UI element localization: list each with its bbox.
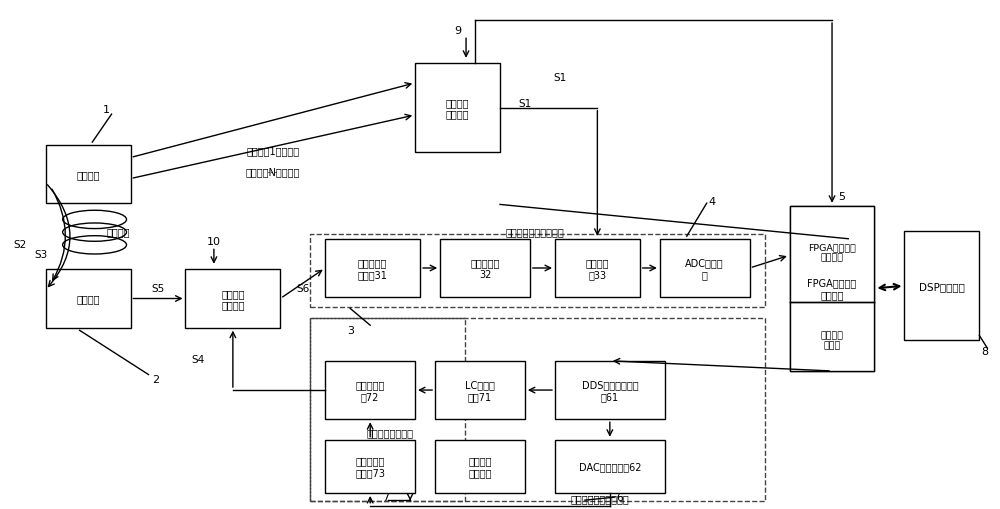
Text: S4: S4 (191, 354, 205, 364)
Text: 数据及地
址总线: 数据及地 址总线 (821, 330, 844, 350)
Bar (310, 234, 765, 308)
Bar (325, 361, 415, 419)
Text: S2: S2 (14, 239, 27, 249)
Text: FPGA可编程门
阵列模块: FPGA可编程门 阵列模块 (807, 278, 857, 299)
Text: S3: S3 (35, 249, 48, 260)
Text: 10: 10 (207, 237, 221, 247)
Text: S5: S5 (151, 284, 165, 294)
Text: 带通滤波器
32: 带通滤波器 32 (470, 258, 500, 279)
Text: 发射线圈N耦合信号: 发射线圈N耦合信号 (246, 166, 300, 177)
Text: 地层介质: 地层介质 (107, 227, 130, 237)
Text: 发射线圈: 发射线圈 (76, 169, 100, 180)
Text: DSP主控模块: DSP主控模块 (919, 281, 965, 291)
Bar (435, 440, 525, 493)
Text: S1: S1 (518, 99, 532, 108)
Bar (440, 239, 530, 298)
Text: 8: 8 (981, 346, 988, 356)
Bar (415, 64, 500, 153)
Text: 低噪声放大
器72: 低噪声放大 器72 (355, 380, 385, 401)
Text: LC低通滤
波器71: LC低通滤 波器71 (465, 380, 495, 401)
Text: 增益调节控制模块: 增益调节控制模块 (367, 427, 414, 437)
Bar (46, 146, 131, 204)
Bar (435, 361, 525, 419)
Text: 加法运算
电路模块: 加法运算 电路模块 (221, 288, 245, 309)
Text: 信号放大滤波调理模块: 信号放大滤波调理模块 (506, 227, 564, 237)
Bar (310, 318, 765, 501)
Text: ADC采样模
块: ADC采样模 块 (685, 258, 724, 279)
Text: 3: 3 (347, 326, 354, 335)
Bar (310, 318, 465, 501)
Text: 6: 6 (616, 492, 623, 502)
Text: 相位补偿信号输出模块: 相位补偿信号输出模块 (570, 493, 629, 503)
Text: DAC数模转换器62: DAC数模转换器62 (579, 462, 641, 471)
Text: 9: 9 (454, 26, 461, 36)
Bar (660, 239, 750, 298)
Bar (790, 206, 874, 371)
Text: 模拟开关电
阻网络73: 模拟开关电 阻网络73 (355, 456, 385, 477)
Text: DDS数字频率合成
器61: DDS数字频率合成 器61 (582, 380, 638, 401)
Bar (555, 361, 665, 419)
Text: 接收线圈: 接收线圈 (76, 294, 100, 304)
Bar (555, 440, 665, 493)
Text: 4: 4 (708, 196, 715, 206)
Text: FPGA可编程门
阵列模块: FPGA可编程门 阵列模块 (808, 243, 856, 262)
Text: 7: 7 (382, 492, 389, 502)
Text: 1: 1 (103, 105, 110, 115)
Text: 发射线圈1耦合信号: 发射线圈1耦合信号 (246, 146, 299, 156)
Text: S6: S6 (296, 284, 309, 294)
Text: 5: 5 (839, 191, 846, 201)
Text: 2: 2 (152, 374, 159, 384)
Text: S1: S1 (553, 72, 567, 82)
Bar (790, 206, 874, 371)
Bar (46, 270, 131, 328)
Text: 参考信号
切换模块: 参考信号 切换模块 (446, 98, 469, 119)
Bar (185, 270, 280, 328)
Bar (325, 440, 415, 493)
Text: 增益调节
控制模块: 增益调节 控制模块 (468, 456, 492, 477)
Bar (555, 239, 640, 298)
Text: 低噪声滤波
放大器31: 低噪声滤波 放大器31 (358, 258, 388, 279)
Bar (325, 239, 420, 298)
Text: 程控运放
器33: 程控运放 器33 (586, 258, 609, 279)
Text: ...: ... (267, 162, 279, 175)
Bar (904, 232, 979, 341)
